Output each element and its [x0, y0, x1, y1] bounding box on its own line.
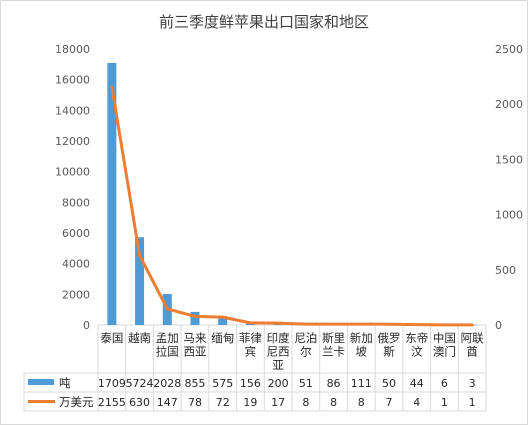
bar: [190, 311, 200, 325]
legend-label: 万美元: [59, 395, 94, 409]
category-label: 阿联: [461, 331, 484, 345]
category-label: 澳门: [433, 345, 456, 359]
category-label: 拉国: [156, 345, 179, 359]
table-cell: 50: [382, 377, 396, 390]
legend-swatch-bar: [28, 379, 54, 385]
category-label: 尔: [300, 345, 312, 359]
legend-label: 吨: [59, 376, 71, 390]
table-cell: 2155: [98, 396, 126, 409]
left-tick-label: 12000: [55, 135, 90, 148]
left-tick-label: 10000: [55, 166, 90, 179]
data-table: [23, 324, 487, 412]
category-label: 斯: [383, 345, 395, 359]
right-tick-label: 0: [495, 319, 502, 332]
table-cell: 1709: [98, 377, 126, 390]
category-label: 越南: [128, 331, 151, 345]
right-tick-label: 1500: [495, 153, 523, 166]
table-cell: 19: [243, 396, 257, 409]
category-label: 坡: [356, 345, 368, 359]
table-cell: 17: [271, 396, 285, 409]
table-cell: 8: [302, 396, 309, 409]
bar: [135, 237, 145, 325]
category-label: 缅甸: [211, 331, 234, 345]
category-label: 亚: [272, 358, 284, 372]
category-label: 汶: [411, 345, 423, 359]
category-label: 酋: [466, 345, 478, 359]
table-cell: 3: [469, 377, 476, 390]
table-cell: 147: [157, 396, 178, 409]
right-axis-ticks: 0 500 1000 1500 2000 2500: [495, 43, 523, 332]
bar: [107, 62, 117, 325]
category-label: 印度: [267, 331, 290, 345]
table-cell: 1: [469, 396, 476, 409]
right-tick-label: 1000: [495, 209, 523, 222]
category-label: 孟加: [156, 331, 179, 345]
table-values: 1709 5724 2028 855 575 156 200 51 86 111 50 44 6 3 215…: [98, 377, 476, 409]
table-cell: 4: [413, 396, 420, 409]
right-tick-label: 2500: [495, 43, 523, 56]
category-label: 宾: [245, 345, 257, 359]
category-label: 中国: [433, 331, 456, 345]
left-tick-label: 0: [83, 319, 90, 332]
left-tick-label: 4000: [62, 258, 90, 271]
table-cell: 6: [441, 377, 448, 390]
right-tick-label: 2000: [495, 98, 523, 111]
left-axis-ticks: 0 2000 4000 6000 8000 10000 12000 14000 16000 180…: [55, 43, 90, 332]
right-tick-label: 500: [495, 264, 516, 277]
category-label: 尼泊: [294, 331, 317, 345]
table-cell: 855: [185, 377, 206, 390]
chart-title: 前三季度鲜苹果出口国家和地区: [159, 13, 369, 31]
table-cell: 78: [188, 396, 202, 409]
line-series: [110, 85, 474, 327]
category-label: 尼西: [267, 345, 290, 359]
bar-series: [107, 62, 477, 326]
left-tick-label: 16000: [55, 74, 90, 87]
left-tick-label: 6000: [62, 227, 90, 240]
category-label: 西亚: [184, 345, 207, 359]
line-path: [110, 85, 474, 327]
category-label: 新加: [350, 331, 373, 345]
left-tick-label: 2000: [62, 288, 90, 301]
category-label: 马来: [184, 331, 207, 345]
table-cell: 44: [410, 377, 424, 390]
category-label: 兰卡: [322, 345, 345, 359]
left-tick-label: 8000: [62, 196, 90, 209]
table-cell: 200: [268, 377, 289, 390]
table-cell: 8: [330, 396, 337, 409]
table-cell: 86: [327, 377, 341, 390]
table-cell: 8: [358, 396, 365, 409]
table-cell: 51: [299, 377, 313, 390]
table-cell: 2028: [153, 377, 181, 390]
left-tick-label: 18000: [55, 43, 90, 56]
table-cell: 111: [351, 377, 372, 390]
table-cell: 5724: [126, 377, 154, 390]
category-label: 菲律: [239, 331, 262, 345]
category-label: 东帝: [405, 331, 428, 345]
category-label: 泰国: [100, 331, 123, 345]
category-label: 俄罗: [378, 331, 401, 345]
bar: [218, 316, 228, 325]
table-cell: 1: [441, 396, 448, 409]
table-cell: 575: [212, 377, 233, 390]
table-cell: 72: [216, 396, 230, 409]
left-tick-label: 14000: [55, 104, 90, 117]
category-label: 斯里: [322, 331, 345, 345]
table-cell: 7: [386, 396, 393, 409]
table-cell: 156: [240, 377, 261, 390]
table-cell: 630: [129, 396, 150, 409]
